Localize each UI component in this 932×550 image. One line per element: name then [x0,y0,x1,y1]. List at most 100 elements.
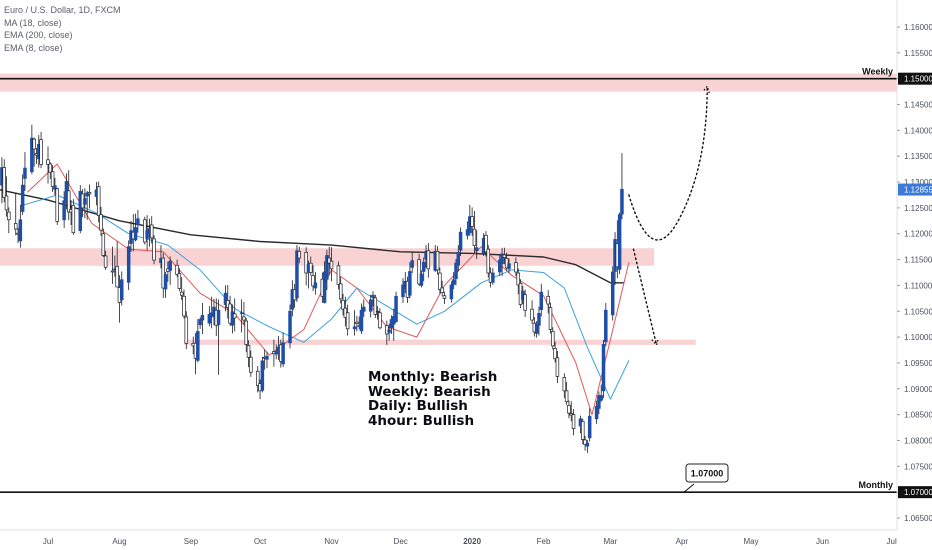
candle[interactable] [161,252,166,298]
candle[interactable] [562,373,567,399]
candle[interactable] [196,319,200,363]
candle[interactable] [246,340,251,368]
candle[interactable] [242,301,246,325]
candle[interactable] [604,302,608,347]
callout-box[interactable] [685,463,729,483]
candle[interactable] [472,210,477,254]
candle[interactable] [32,137,36,167]
candle[interactable] [325,249,329,291]
candle[interactable] [449,281,454,303]
candle[interactable] [514,257,518,277]
candle[interactable] [345,304,350,336]
candle[interactable] [78,185,83,234]
candle[interactable] [96,181,101,223]
candle[interactable] [20,174,25,216]
candle[interactable] [216,299,221,375]
candle[interactable] [617,212,622,275]
candle[interactable] [419,270,424,288]
candle[interactable] [120,271,124,306]
candle[interactable] [551,327,555,350]
candle[interactable] [83,188,87,219]
candle[interactable] [309,256,313,276]
candle[interactable] [620,153,624,220]
candle[interactable] [198,317,202,329]
projection-bullish[interactable] [628,85,708,241]
candle[interactable] [426,243,431,278]
candle[interactable] [2,159,6,203]
candle[interactable] [507,258,511,274]
candle[interactable] [39,131,43,169]
candle[interactable] [304,247,308,286]
candle[interactable] [537,306,541,336]
candle[interactable] [322,261,327,304]
candle[interactable] [297,246,301,264]
candle[interactable] [456,245,461,272]
candle[interactable] [207,306,212,327]
indicator-ema8[interactable]: EMA (8, close) [4,42,63,53]
candle[interactable] [149,216,154,244]
candle[interactable] [581,418,585,445]
candle[interactable] [359,303,364,335]
candle[interactable] [571,408,576,436]
candle[interactable] [101,228,106,257]
indicator-ma18[interactable]: MA (18, close) [4,17,62,28]
candle[interactable] [71,199,76,235]
candle[interactable] [417,253,421,286]
candle[interactable] [458,227,463,256]
candle[interactable] [567,400,571,419]
candle[interactable] [260,356,265,393]
candle[interactable] [410,252,414,274]
candle[interactable] [338,277,343,304]
candle[interactable] [451,271,456,290]
candle[interactable] [18,204,23,248]
candle[interactable] [177,268,182,292]
candle[interactable] [421,257,426,282]
candle[interactable] [103,250,108,270]
candle[interactable] [534,321,539,338]
candle[interactable] [594,400,599,424]
candle[interactable] [355,315,359,332]
candle[interactable] [401,278,405,303]
candle[interactable] [133,213,138,242]
candle[interactable] [175,259,179,277]
candle[interactable] [115,241,119,288]
candle[interactable] [256,366,260,393]
ema8-line[interactable] [26,163,630,416]
candle[interactable] [152,235,156,265]
candle[interactable] [311,265,315,292]
candle[interactable] [470,207,474,236]
candle[interactable] [553,341,557,363]
candle[interactable] [4,176,9,217]
candle[interactable] [295,245,299,302]
zone-2[interactable] [183,339,696,345]
candle[interactable] [126,240,131,291]
candle[interactable] [110,246,115,284]
candle[interactable] [87,184,92,209]
candle[interactable] [223,285,228,312]
candle[interactable] [53,177,57,195]
candle[interactable] [435,246,440,275]
candle[interactable] [387,323,391,341]
candle[interactable] [7,207,11,234]
candle[interactable] [442,291,447,305]
monthly-price-badge[interactable] [898,486,932,499]
candle[interactable] [394,291,398,323]
candle[interactable] [440,280,444,297]
candle[interactable] [548,302,553,334]
candle[interactable] [239,299,244,333]
candle[interactable] [378,308,382,330]
candle[interactable] [55,187,59,225]
candle[interactable] [230,304,235,334]
candle[interactable] [585,439,590,453]
candle[interactable] [200,302,205,335]
price-axis[interactable]: 1.16000 1.15500 1.15000 1.14500 1.14000 1.135… [896,0,932,530]
projection-bearish[interactable] [632,248,658,346]
zone-0[interactable] [0,73,897,92]
indicator-ema200[interactable]: EMA (200, close) [4,30,73,40]
ema200-line[interactable] [0,189,625,284]
candle[interactable] [371,291,375,307]
candle[interactable] [555,351,560,384]
candle[interactable] [30,124,34,175]
candle[interactable] [341,293,345,316]
